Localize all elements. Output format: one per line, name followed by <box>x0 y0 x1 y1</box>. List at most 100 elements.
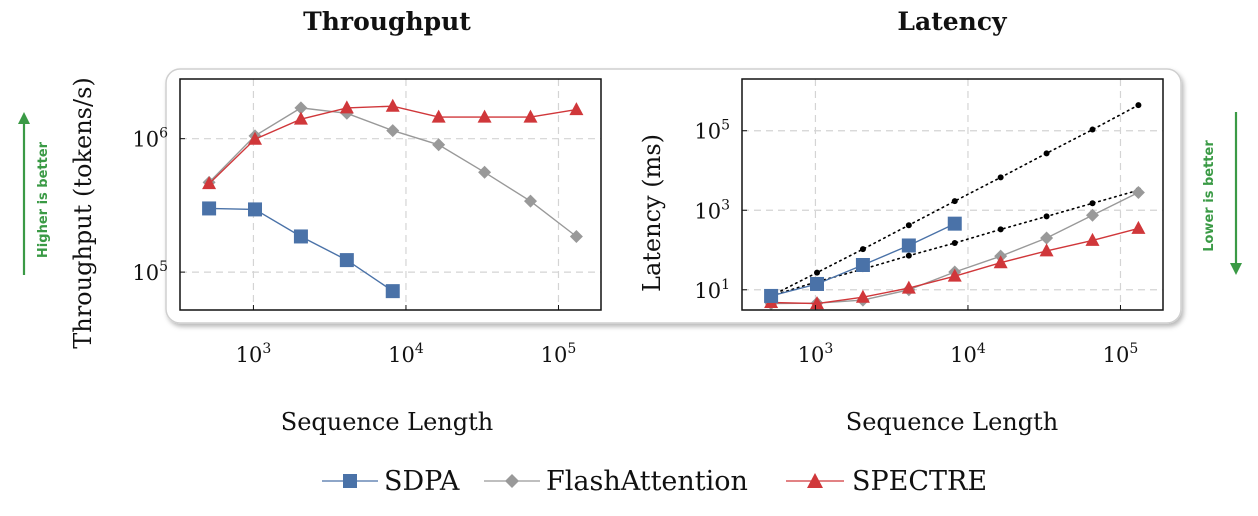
latency-y-tick-base: 10 <box>694 279 721 303</box>
latency-y-tick-base: 10 <box>694 120 721 144</box>
throughput-sdpa-point <box>202 201 217 216</box>
latency-x-tick-exponent: 3 <box>824 341 833 357</box>
throughput-x-tick-base: 10 <box>541 343 568 367</box>
throughput-spectre-point <box>569 102 584 116</box>
throughput-spectre-point <box>431 109 446 123</box>
latency-x-tick-base: 10 <box>1103 343 1130 367</box>
throughput-y-tick-exponent: 6 <box>159 126 168 142</box>
throughput-x-tick-exponent: 5 <box>567 341 576 357</box>
throughput-x-tick-base: 10 <box>388 343 415 367</box>
legend-label-flashattention: FlashAttention <box>546 466 748 497</box>
latency-y-tick-exponent: 5 <box>721 118 730 134</box>
latency-sdpa-point <box>901 238 916 253</box>
latency-reference-point <box>1089 126 1096 133</box>
throughput-x-tick-label: 105 <box>541 341 577 367</box>
latency-reference-point <box>1135 102 1142 109</box>
throughput-x-tick-label: 104 <box>388 341 424 367</box>
throughput-y-tick-base: 10 <box>132 128 159 152</box>
throughput-spectre-point <box>523 109 538 123</box>
latency-flashattention-point <box>1131 185 1145 199</box>
latency-reference-point <box>905 252 912 259</box>
lower-is-better-indicator: Lower is better <box>1202 112 1242 275</box>
legend-label-spectre: SPECTRE <box>852 466 987 497</box>
throughput-spectre-point <box>293 111 308 125</box>
latency-spectre-point <box>810 296 825 310</box>
latency-reference-point <box>951 198 958 205</box>
latency-flashattention-point <box>1040 231 1054 245</box>
latency-reference-point <box>905 222 912 229</box>
higher-is-better-indicator: Higher is better <box>18 112 51 275</box>
latency-x-axis-label: Sequence Length <box>846 408 1058 436</box>
latency-spectre-point <box>993 255 1008 269</box>
latency-spectre-point <box>901 280 916 294</box>
throughput-y-axis-label: Throughput (tokens/s) <box>69 77 97 349</box>
throughput-x-tick-exponent: 3 <box>262 341 271 357</box>
latency-spectre-point <box>1131 220 1146 234</box>
latency-y-tick-label: 103 <box>694 197 730 223</box>
latency-x-tick-exponent: 4 <box>977 341 986 357</box>
latency-x-tick-label: 104 <box>950 341 986 367</box>
latency-reference-point <box>997 174 1004 181</box>
latency-y-axis-label: Latency (ms) <box>638 134 666 292</box>
higher-is-better-label: Higher is better <box>36 141 51 258</box>
latency-y-tick-label: 105 <box>694 118 730 144</box>
latency-x-tick-label: 103 <box>798 341 834 367</box>
throughput-flashattention-point <box>294 101 308 115</box>
throughput-x-tick-exponent: 4 <box>415 341 424 357</box>
latency-x-tick-base: 10 <box>798 343 825 367</box>
legend: SDPA FlashAttention SPECTRE <box>322 466 987 497</box>
throughput-flashattention-point <box>478 165 492 179</box>
throughput-flashattention-point <box>432 138 446 152</box>
throughput-plot-frame <box>179 78 602 311</box>
throughput-y-tick-exponent: 5 <box>159 259 168 275</box>
latency-reference-point <box>1089 200 1096 207</box>
latency-x-tick-exponent: 5 <box>1129 341 1138 357</box>
throughput-sdpa-point <box>248 202 263 217</box>
up-arrowhead-icon <box>18 112 30 124</box>
latency-spectre-point <box>855 289 870 303</box>
latency-plot-frame <box>741 78 1164 311</box>
throughput-spectre-point <box>477 109 492 123</box>
throughput-spectre-point <box>202 176 217 190</box>
latency-y-tick-base: 10 <box>694 199 721 223</box>
latency-reference-point <box>1043 150 1050 157</box>
latency-y-tick-exponent: 3 <box>721 197 730 213</box>
throughput-sdpa-point <box>339 253 354 268</box>
throughput-x-tick-base: 10 <box>236 343 263 367</box>
latency-reference-point <box>1043 213 1050 220</box>
throughput-spectre-point <box>385 98 400 112</box>
throughput-flashattention-point <box>569 229 583 243</box>
latency-reference-point <box>951 240 958 247</box>
throughput-spectre-point <box>339 100 354 114</box>
latency-y-tick-exponent: 1 <box>721 277 730 293</box>
throughput-y-tick-label: 106 <box>132 126 168 152</box>
latency-sdpa-point <box>855 257 870 272</box>
legend-marker-sdpa <box>343 474 357 488</box>
latency-reference-point <box>814 269 821 276</box>
throughput-spectre-point <box>248 131 263 145</box>
latency-sdpa-point <box>764 288 779 303</box>
throughput-x-tick-label: 103 <box>236 341 272 367</box>
down-arrowhead-icon <box>1230 263 1242 275</box>
latency-spectre-point <box>1085 232 1100 246</box>
throughput-sdpa-point <box>385 284 400 299</box>
throughput-sdpa-point <box>293 229 308 244</box>
latency-spectre-point <box>1039 243 1054 257</box>
throughput-flashattention-point <box>386 124 400 138</box>
throughput-y-tick-label: 105 <box>132 259 168 285</box>
latency-title: Latency <box>897 7 1008 36</box>
latency-reference-point <box>859 246 866 253</box>
throughput-title: Throughput <box>303 7 471 36</box>
legend-marker-flashattention <box>505 474 519 488</box>
latency-reference-line-2 <box>770 189 1140 297</box>
legend-marker-spectre <box>807 473 823 488</box>
latency-spectre-point <box>947 268 962 282</box>
legend-label-sdpa: SDPA <box>384 466 460 497</box>
latency-series <box>764 102 1146 311</box>
latency-sdpa-point <box>810 276 825 291</box>
throughput-series <box>202 98 584 299</box>
